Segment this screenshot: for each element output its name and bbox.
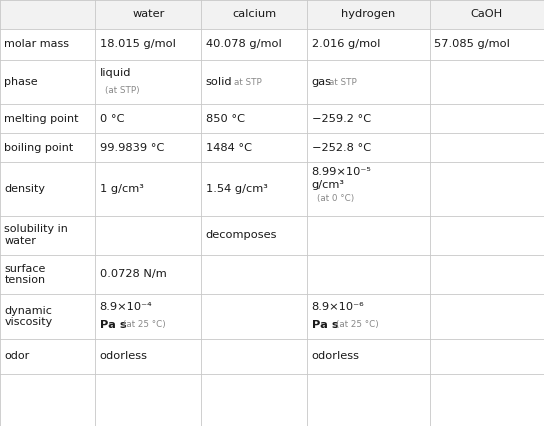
Text: 2.016 g/mol: 2.016 g/mol — [312, 39, 380, 49]
Text: −252.8 °C: −252.8 °C — [312, 143, 371, 153]
Text: water: water — [132, 9, 164, 20]
Text: (at 25 °C): (at 25 °C) — [123, 320, 166, 329]
Text: odorless: odorless — [100, 351, 147, 361]
Text: −259.2 °C: −259.2 °C — [312, 114, 371, 124]
Text: calcium: calcium — [232, 9, 276, 20]
Text: gas: gas — [312, 77, 332, 87]
Text: liquid: liquid — [100, 68, 131, 78]
Text: 18.015 g/mol: 18.015 g/mol — [100, 39, 175, 49]
Text: melting point: melting point — [4, 114, 79, 124]
Text: 8.9×10⁻⁶: 8.9×10⁻⁶ — [312, 302, 364, 312]
Text: solid: solid — [206, 77, 232, 87]
Text: surface
tension: surface tension — [4, 264, 46, 285]
Text: odorless: odorless — [312, 351, 360, 361]
Bar — [0, 0, 544, 29]
Text: decomposes: decomposes — [206, 230, 277, 240]
Text: (at 25 °C): (at 25 °C) — [336, 320, 379, 329]
Text: at STP: at STP — [329, 78, 357, 86]
Text: at STP: at STP — [234, 78, 262, 86]
Text: solubility in
water: solubility in water — [4, 225, 68, 246]
Text: dynamic
viscosity: dynamic viscosity — [4, 305, 53, 327]
Text: 8.9×10⁻⁴: 8.9×10⁻⁴ — [100, 302, 152, 312]
Text: g/cm³: g/cm³ — [312, 180, 345, 190]
Text: (at 0 °C): (at 0 °C) — [317, 194, 354, 204]
Text: 99.9839 °C: 99.9839 °C — [100, 143, 164, 153]
Text: CaOH: CaOH — [471, 9, 503, 20]
Text: hydrogen: hydrogen — [342, 9, 395, 20]
Text: 8.99×10⁻⁵: 8.99×10⁻⁵ — [312, 167, 372, 177]
Text: 57.085 g/mol: 57.085 g/mol — [434, 39, 510, 49]
Text: Pa s: Pa s — [100, 320, 126, 330]
Text: 1.54 g/cm³: 1.54 g/cm³ — [206, 184, 268, 194]
Text: molar mass: molar mass — [4, 39, 69, 49]
Text: odor: odor — [4, 351, 29, 361]
Text: 1484 °C: 1484 °C — [206, 143, 252, 153]
Text: 850 °C: 850 °C — [206, 114, 245, 124]
Text: Pa s: Pa s — [312, 320, 338, 330]
Text: 0 °C: 0 °C — [100, 114, 124, 124]
Text: (at STP): (at STP) — [105, 86, 140, 95]
Text: 0.0728 N/m: 0.0728 N/m — [100, 269, 166, 279]
Text: boiling point: boiling point — [4, 143, 73, 153]
Text: 1 g/cm³: 1 g/cm³ — [100, 184, 144, 194]
Text: phase: phase — [4, 77, 38, 87]
Text: density: density — [4, 184, 45, 194]
Text: 40.078 g/mol: 40.078 g/mol — [206, 39, 281, 49]
